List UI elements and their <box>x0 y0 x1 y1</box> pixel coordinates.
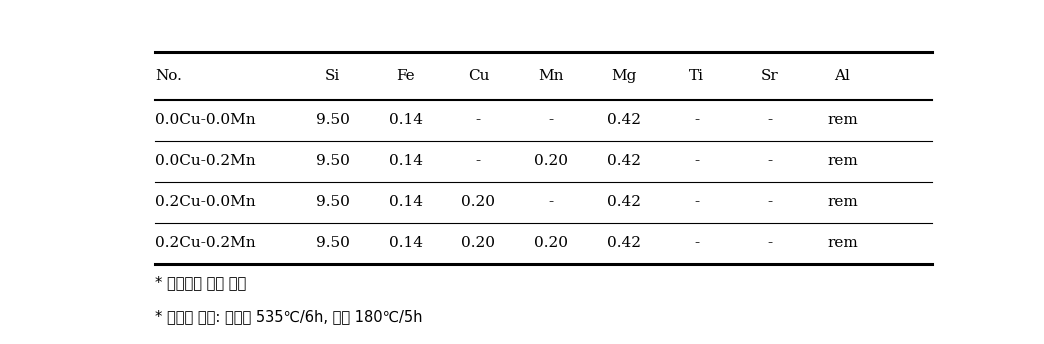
Text: 9.50: 9.50 <box>316 195 350 209</box>
Text: Al: Al <box>834 69 851 83</box>
Text: rem: rem <box>827 113 858 127</box>
Text: -: - <box>767 154 773 168</box>
Text: Fe: Fe <box>397 69 414 83</box>
Text: rem: rem <box>827 154 858 168</box>
Text: Si: Si <box>325 69 340 83</box>
Text: -: - <box>767 113 773 127</box>
Text: * 열처리 조건: 용체화 535℃/6h, 시효 180℃/5h: * 열처리 조건: 용체화 535℃/6h, 시효 180℃/5h <box>155 309 422 324</box>
Text: Ti: Ti <box>689 69 705 83</box>
Text: 9.50: 9.50 <box>316 154 350 168</box>
Text: 0.20: 0.20 <box>535 236 568 250</box>
Text: -: - <box>694 195 699 209</box>
Text: 0.42: 0.42 <box>607 195 641 209</box>
Text: 0.20: 0.20 <box>535 154 568 168</box>
Text: -: - <box>694 113 699 127</box>
Text: -: - <box>476 113 481 127</box>
Text: 0.2Cu-0.2Mn: 0.2Cu-0.2Mn <box>155 236 256 250</box>
Text: 0.0Cu-0.2Mn: 0.0Cu-0.2Mn <box>155 154 256 168</box>
Text: -: - <box>476 154 481 168</box>
Text: 0.0Cu-0.0Mn: 0.0Cu-0.0Mn <box>155 113 256 127</box>
Text: 9.50: 9.50 <box>316 236 350 250</box>
Text: Mg: Mg <box>612 69 637 83</box>
Text: * 열전도도 향상 소재: * 열전도도 향상 소재 <box>155 275 246 290</box>
Text: 0.42: 0.42 <box>607 154 641 168</box>
Text: -: - <box>694 236 699 250</box>
Text: 0.2Cu-0.0Mn: 0.2Cu-0.0Mn <box>155 195 256 209</box>
Text: Mn: Mn <box>539 69 564 83</box>
Text: rem: rem <box>827 195 858 209</box>
Text: -: - <box>767 195 773 209</box>
Text: Sr: Sr <box>761 69 779 83</box>
Text: 0.14: 0.14 <box>388 236 423 250</box>
Text: 9.50: 9.50 <box>316 113 350 127</box>
Text: rem: rem <box>827 236 858 250</box>
Text: 0.42: 0.42 <box>607 236 641 250</box>
Text: 0.14: 0.14 <box>388 113 423 127</box>
Text: No.: No. <box>155 69 182 83</box>
Text: 0.14: 0.14 <box>388 195 423 209</box>
Text: 0.14: 0.14 <box>388 154 423 168</box>
Text: 0.20: 0.20 <box>461 195 496 209</box>
Text: -: - <box>767 236 773 250</box>
Text: 0.42: 0.42 <box>607 113 641 127</box>
Text: Cu: Cu <box>468 69 490 83</box>
Text: -: - <box>694 154 699 168</box>
Text: -: - <box>549 195 553 209</box>
Text: -: - <box>549 113 553 127</box>
Text: 0.20: 0.20 <box>461 236 496 250</box>
